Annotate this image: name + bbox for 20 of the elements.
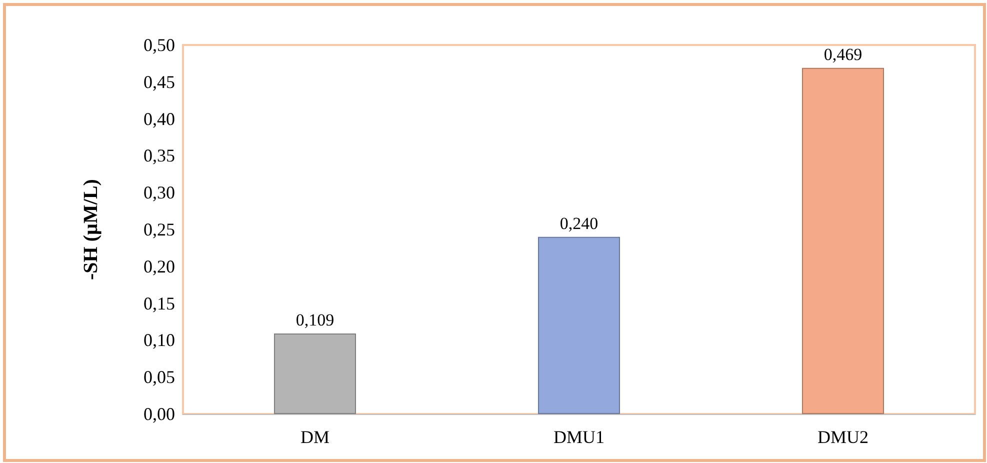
y-tick-label: 0,25 — [144, 220, 175, 240]
bar — [538, 236, 620, 414]
y-tick-label: 0,35 — [144, 146, 175, 166]
y-tick-label: 0,45 — [144, 72, 175, 92]
y-tick-label: 0,10 — [144, 330, 175, 350]
y-tick-label: 0,05 — [144, 367, 175, 388]
y-tick-label: 0,30 — [144, 182, 175, 203]
y-tick-label: 0,20 — [144, 256, 175, 276]
y-tick-label: 0,50 — [144, 35, 175, 55]
y-tick-label: 0,40 — [144, 108, 175, 129]
y-tick-label: 0,00 — [144, 404, 175, 424]
data-label: 0,469 — [824, 44, 862, 64]
y-tick-label: 0,15 — [144, 293, 175, 314]
x-tick-label: DMU1 — [553, 427, 605, 447]
bar — [802, 68, 884, 414]
y-axis-title: -SH (µM/L) — [80, 179, 102, 280]
data-label: 0,240 — [560, 214, 598, 233]
data-label: 0,109 — [296, 310, 334, 330]
x-tick-label: DMU2 — [817, 427, 869, 447]
x-tick-label: DM — [300, 427, 330, 447]
